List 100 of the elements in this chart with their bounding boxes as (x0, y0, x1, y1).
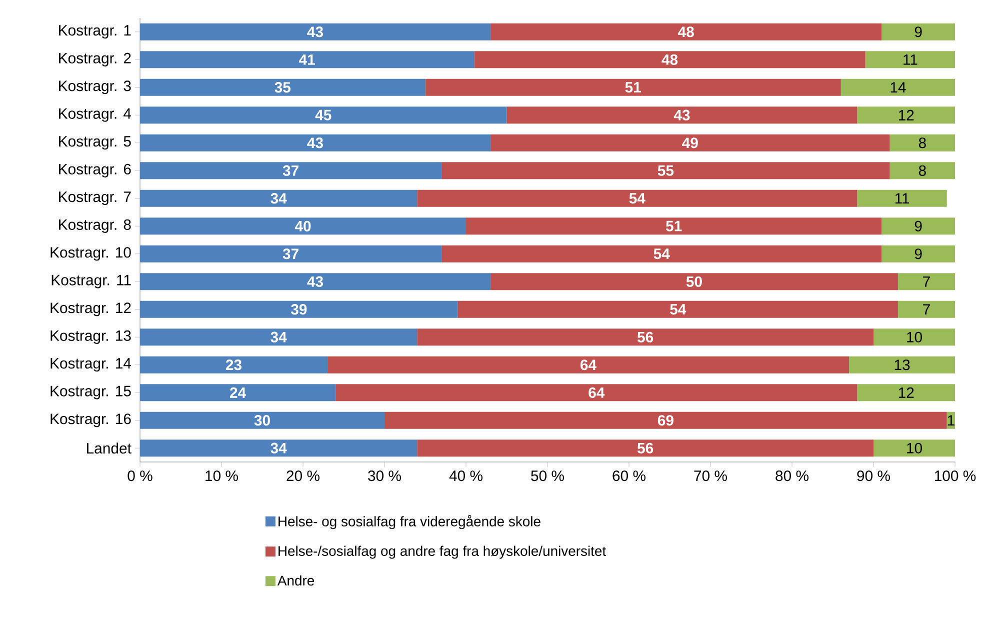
y-tick-label: Kostragr. 13 (50, 330, 131, 344)
bar (140, 273, 490, 290)
bar (442, 162, 890, 180)
data-label: 37 (282, 248, 298, 260)
bar (140, 440, 418, 457)
y-tick-label: Kostragr. 1 (59, 25, 131, 39)
bar (882, 218, 956, 235)
bar (874, 328, 956, 346)
bar (898, 273, 956, 290)
y-tick-label: Kostragr. 3 (59, 80, 131, 94)
data-label: 69 (658, 415, 674, 426)
bar (140, 23, 490, 40)
y-tick-label: Kostragr. 14 (50, 358, 132, 372)
bar (490, 23, 882, 40)
data-label: 34 (270, 442, 287, 454)
data-label: 56 (637, 332, 654, 342)
bar (140, 134, 490, 152)
legend-label: Andre (277, 575, 314, 586)
bar (417, 328, 874, 346)
bar (336, 384, 858, 402)
data-label: 54 (629, 193, 646, 204)
data-label: 64 (588, 387, 605, 398)
bar (140, 356, 328, 374)
bar (140, 106, 507, 124)
x-tick-label: 90 % (857, 470, 890, 482)
data-label: 34 (270, 193, 287, 204)
bar (506, 106, 858, 124)
data-label: 8 (918, 165, 926, 176)
x-tick-label: 40 % (449, 470, 482, 482)
bar (140, 190, 418, 207)
bar (898, 300, 956, 318)
data-label: 12 (898, 110, 914, 120)
data-label: 43 (307, 138, 323, 148)
data-label: 11 (904, 54, 918, 65)
data-label: 43 (307, 26, 323, 38)
bar (442, 245, 882, 262)
bar (140, 162, 442, 180)
bar (140, 245, 442, 262)
x-tick-label: 80 % (776, 470, 808, 482)
bar (425, 78, 841, 96)
bar (417, 440, 874, 457)
y-tick-label: Kostragr. 11 (52, 274, 131, 288)
bar (882, 23, 956, 40)
data-label: 11 (895, 193, 910, 204)
bar (874, 440, 956, 457)
data-label: 48 (678, 26, 694, 38)
y-tick-label: Kostragr. 15 (50, 386, 131, 400)
x-tick-label: 100 % (934, 470, 976, 482)
bar (857, 384, 956, 402)
bar (140, 328, 418, 346)
data-label: 24 (230, 387, 246, 398)
y-tick-label: Kostragr. 12 (50, 302, 131, 316)
data-label: 40 (294, 220, 311, 232)
data-label: 56 (637, 442, 654, 454)
bar (865, 51, 956, 68)
y-tick-label: Kostragr. 2 (59, 52, 131, 66)
data-label: 1 (948, 415, 954, 426)
data-label: 37 (282, 165, 298, 176)
data-label: 14 (890, 82, 906, 92)
data-label: 10 (907, 442, 922, 454)
bar (490, 134, 890, 152)
data-label: 43 (307, 276, 323, 287)
bar (474, 51, 866, 68)
bar (417, 190, 858, 207)
bar (466, 218, 882, 235)
bar (140, 384, 336, 402)
x-tick-label: 30 % (368, 470, 401, 482)
bar (384, 412, 947, 429)
data-label: 50 (686, 276, 702, 287)
y-tick-label: Kostragr. 4 (59, 108, 132, 122)
data-label: 23 (226, 360, 242, 370)
data-label: 7 (923, 276, 930, 287)
data-label: 10 (907, 332, 922, 342)
y-tick-label: Landet (87, 442, 132, 454)
data-label: 30 (254, 415, 270, 426)
x-tick-label: 10 % (206, 470, 238, 482)
bar (882, 245, 956, 262)
data-label: 48 (662, 54, 678, 65)
x-tick-label: 0 % (128, 470, 152, 482)
data-label: 35 (274, 82, 291, 93)
y-tick-label: Kostragr. 16 (50, 414, 131, 428)
data-label: 41 (298, 54, 315, 65)
data-label: 51 (625, 82, 641, 93)
data-label: 64 (580, 360, 596, 370)
data-label: 9 (914, 220, 922, 232)
x-tick-label: 60 % (612, 470, 646, 482)
data-label: 43 (674, 110, 690, 120)
data-label: 49 (682, 138, 698, 148)
legend-label: Helse- og sosialfag fra videregående skole (278, 515, 540, 530)
bar (890, 134, 956, 152)
bar (849, 356, 956, 374)
bar (327, 356, 850, 374)
bar (140, 412, 385, 429)
bar (840, 78, 956, 96)
bar (140, 218, 466, 235)
bar (490, 273, 898, 290)
data-label: 7 (923, 304, 930, 314)
data-label: 8 (918, 138, 926, 148)
bar (140, 300, 458, 318)
bar (857, 190, 947, 207)
